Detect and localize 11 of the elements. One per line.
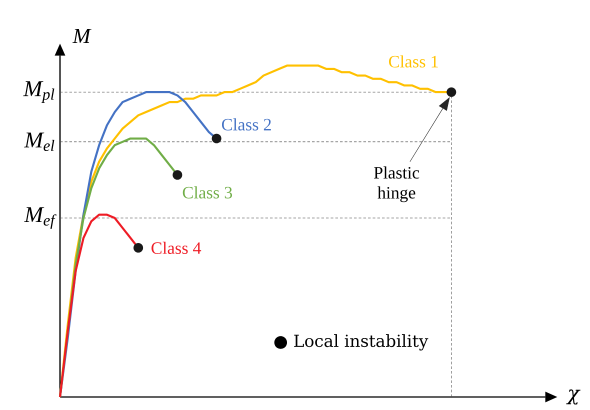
y-axis-title: M <box>72 28 92 43</box>
series-label: Class 1 <box>389 55 438 68</box>
series-label: Class 3 <box>182 186 232 198</box>
series-label: Class 4 <box>152 242 202 254</box>
ref-line-label: M$_{pl}$ <box>23 81 54 103</box>
annotation: ● Local instability <box>274 334 428 351</box>
x-axis-title: χ <box>566 389 580 405</box>
series-label: Class 2 <box>222 118 271 130</box>
ref-line-label: M$_{el}$ <box>24 132 54 152</box>
annotation: Plastic hinge <box>374 166 420 202</box>
ref-line-label: M$_{ef}$ <box>24 207 56 229</box>
